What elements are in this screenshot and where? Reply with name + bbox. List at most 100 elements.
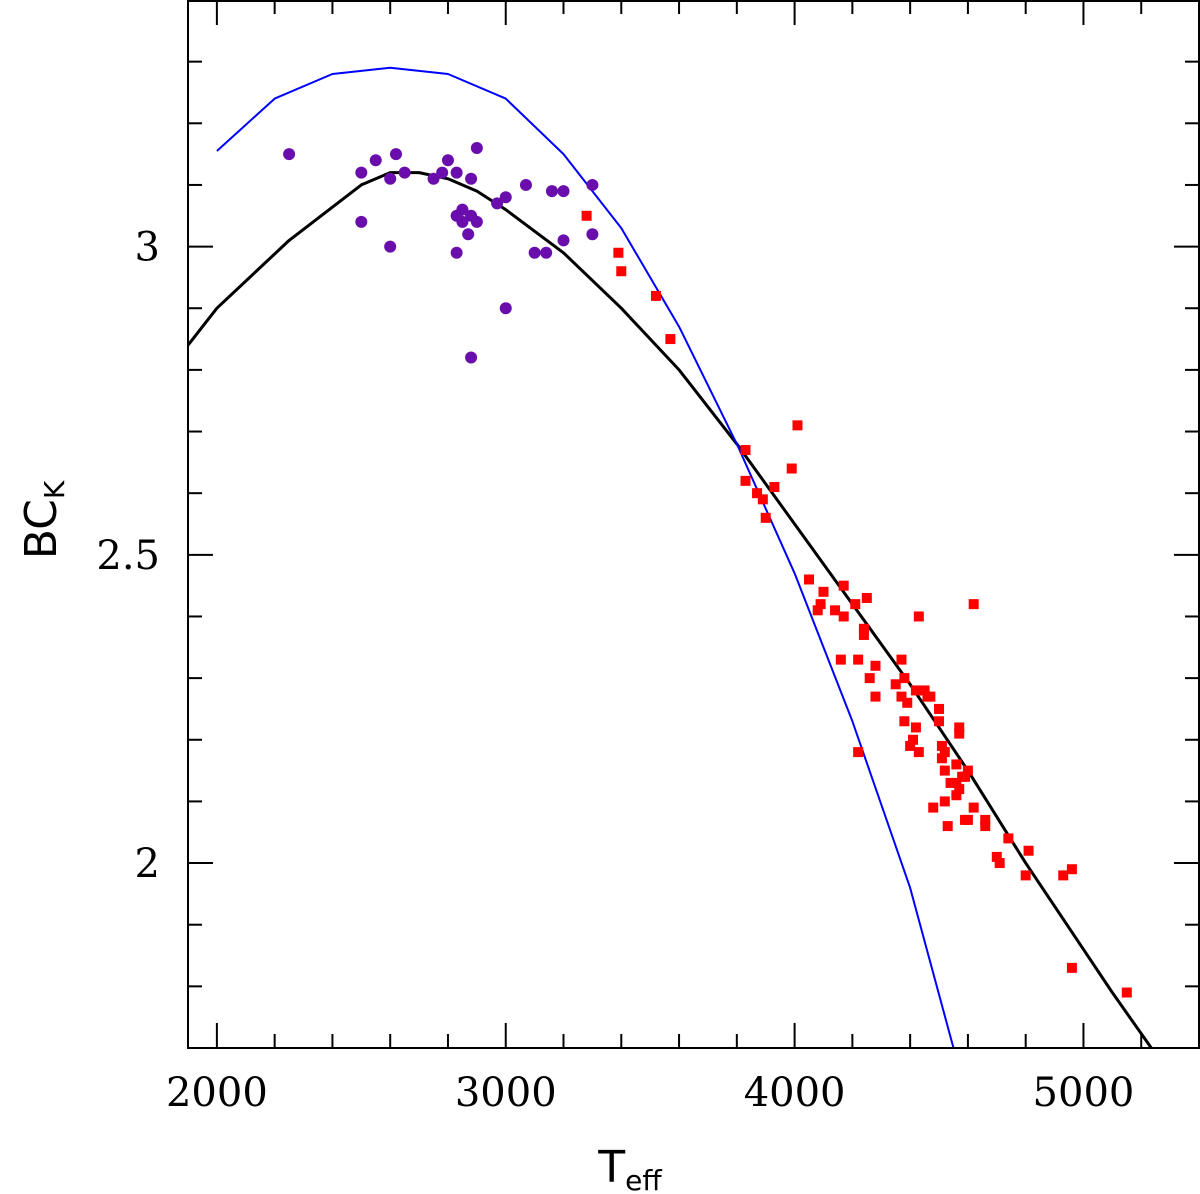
squares-point [835,654,846,665]
circles-point [540,246,553,259]
squares-point [910,685,921,696]
circles-point [450,166,463,179]
squares-point [902,697,913,708]
squares-point [850,599,861,610]
squares-point [740,475,751,486]
squares-point [960,771,971,782]
y-axis-title-sub: K [38,480,71,499]
squares-point [899,716,910,727]
squares-point [980,821,991,832]
squares-point [1023,845,1034,856]
squares-point [830,605,841,616]
circles-point [436,166,449,179]
circles-point [441,154,454,167]
squares-point [769,482,780,493]
squares-point [934,716,945,727]
squares-point [954,722,965,733]
squares-point [581,210,592,221]
circles-point [456,203,469,216]
squares-point [665,334,676,345]
squares-point [934,703,945,714]
circles-point [456,215,469,228]
point-layer [283,141,1132,998]
squares-point [815,599,826,610]
squares-point [968,599,979,610]
squares-point [908,734,919,745]
circles-point [557,185,570,198]
squares-point [760,512,771,523]
squares-point [939,747,950,758]
squares-point [838,580,849,591]
squares-point [954,784,965,795]
squares-point [838,611,849,622]
squares-point [870,660,881,671]
circles-point [355,215,368,228]
squares-point [864,673,875,684]
squares-point [616,266,627,277]
squares-point [1066,864,1077,875]
squares-point [792,420,803,431]
squares-point [951,777,962,788]
squares-point [818,586,829,597]
squares-point [890,679,901,690]
circles-point [499,191,512,204]
squares-point [968,802,979,813]
squares-point [1066,962,1077,973]
squares-point [896,691,907,702]
y-tick-label: 2 [135,841,160,887]
squares-point [752,488,763,499]
squares-point [936,740,947,751]
x-axis-title-main: T [597,1142,625,1193]
squares-point [896,654,907,665]
squares-point [870,691,881,702]
x-axis-title: Teff [597,1142,662,1194]
circles-point [427,172,440,185]
x-axis-title-sub: eff [625,1164,662,1194]
circles-point [586,178,599,191]
y-tick-label: 2.5 [96,533,160,579]
squares-point [954,728,965,739]
x-tick-label: 2000 [166,1070,268,1116]
y-axis-title: BCK [16,480,71,559]
squares-point [951,790,962,801]
squares-point [861,592,872,603]
y-tick-labels: 22.53 [96,225,160,887]
squares-point [740,445,751,456]
squares-point [939,765,950,776]
squares-point [925,691,936,702]
circles-point [465,172,478,185]
x-tick-label: 4000 [744,1070,846,1116]
squares-point [812,605,823,616]
x-tick-label: 3000 [455,1070,557,1116]
squares-point [942,821,953,832]
circles-point [384,172,397,185]
squares-point [928,802,939,813]
circles-point [586,228,599,241]
curve-layer [188,66,1154,1048]
squares-point [650,290,661,301]
circles-point [491,197,504,210]
circles-point [470,215,483,228]
circles-point [450,246,463,259]
squares-point [858,629,869,640]
squares-point [913,747,924,758]
circles-point [499,302,512,315]
circles-point [470,141,483,154]
circles-point [528,246,541,259]
tick-layer [188,0,1200,1049]
squares-point [980,814,991,825]
circles-point [369,154,382,167]
squares-point [804,574,815,585]
model_blue-curve [216,66,955,1048]
circles-point [398,166,411,179]
squares-point [962,814,973,825]
circles-point [384,240,397,253]
x-tick-labels: 2000 3000 4000 5000 [166,1070,1134,1116]
squares-point [757,494,768,505]
y-tick-label: 3 [135,225,160,271]
squares-point [962,765,973,776]
circles-point [389,148,402,161]
circles-point [519,178,532,191]
squares-point [994,858,1005,869]
